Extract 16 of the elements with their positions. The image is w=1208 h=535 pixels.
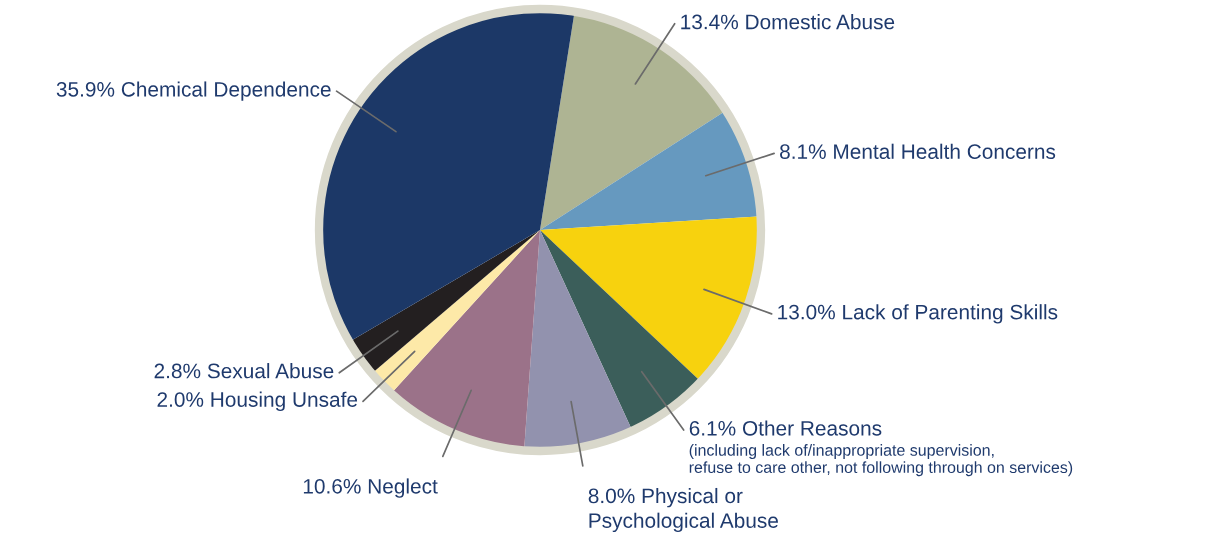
slice-label: 2.8% Sexual Abuse — [154, 363, 334, 379]
pie-slice — [393, 230, 540, 448]
text: (including lack of/inappropriate supervision, refuse to care other, not following through on services) — [689, 444, 1073, 477]
slice-label: 2.0% Housing Unsafe — [157, 391, 358, 412]
slice-label: 35.9% Chemical Dependence — [56, 81, 331, 101]
pie-slice — [524, 230, 632, 448]
pie-slice — [540, 112, 758, 230]
pie-slice — [374, 230, 540, 392]
slice-label: 13.4% Domestic Abuse — [681, 14, 895, 30]
pie-slice — [351, 230, 540, 372]
slice-label: 13.0% Lack of Parenting Skills — [778, 304, 1058, 324]
slice-label: 8.0% Physical or Psychological Abuse — [588, 487, 778, 533]
slice-label: 10.6% Neglect — [303, 478, 438, 498]
slice-label: 8.1% Mental Health Concerns — [780, 143, 1056, 159]
slice-label: 6.1% Other Reasons — [689, 420, 882, 436]
pie-slice — [540, 216, 758, 380]
